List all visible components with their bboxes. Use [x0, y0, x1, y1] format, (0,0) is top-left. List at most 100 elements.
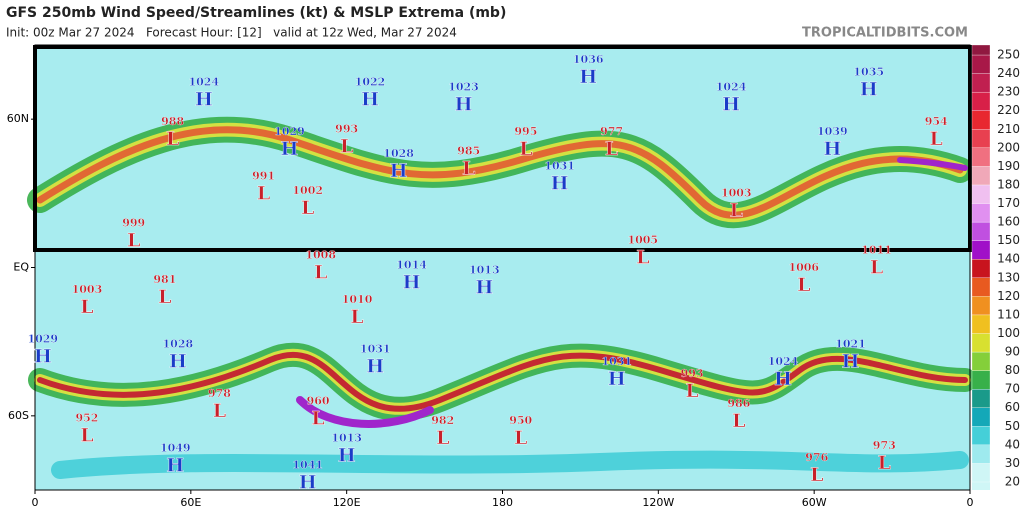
pressure-value: 981	[153, 273, 176, 286]
pressure-value: 1024	[768, 355, 799, 368]
colorbar-band	[971, 44, 991, 56]
pressure-center: H	[169, 350, 187, 372]
colorbar-band	[971, 221, 991, 241]
pressure-value: 954	[925, 115, 948, 128]
pressure-center: H	[823, 138, 841, 160]
colorbar-label: 200	[997, 140, 1020, 154]
x-tick-label: 60E	[180, 496, 201, 509]
pressure-value: 976	[805, 451, 828, 464]
pressure-value: 1003	[721, 187, 752, 200]
pressure-center: L	[636, 247, 649, 269]
pressure-center: H	[722, 93, 740, 115]
pressure-value: 1005	[627, 234, 658, 247]
colorbar-band	[971, 203, 991, 223]
pressure-value: 1029	[274, 125, 305, 138]
colorbar-band	[971, 407, 991, 427]
pressure-center: L	[166, 128, 179, 150]
pressure-center: H	[195, 88, 213, 110]
pressure-center: H	[455, 93, 473, 115]
pressure-value: 1031	[360, 342, 391, 355]
colorbar-band	[971, 389, 991, 408]
pressure-value: 1013	[331, 431, 362, 444]
colorbar-label: 80	[1005, 363, 1020, 377]
x-tick-label: 120W	[642, 496, 674, 509]
pressure-center: H	[338, 444, 356, 466]
colorbar-label: 110	[997, 307, 1020, 321]
colorbar-band	[971, 240, 991, 260]
y-tick-label: 60S	[8, 409, 29, 422]
pressure-value: 1049	[160, 441, 191, 454]
pressure-value: 1021	[835, 337, 866, 350]
colorbar-label: 240	[997, 66, 1020, 80]
pressure-value: 991	[252, 169, 275, 182]
pressure-value: 999	[122, 216, 145, 229]
pressure-value: 952	[75, 412, 98, 425]
pressure-center: H	[281, 138, 299, 160]
pressure-value: 1006	[788, 261, 819, 274]
pressure-value: 1031	[544, 159, 575, 172]
x-tick-label: 180	[492, 496, 513, 509]
pressure-center: L	[301, 197, 314, 219]
pressure-value: 1041	[292, 459, 323, 472]
x-tick-label: 120E	[333, 496, 361, 509]
pressure-value: 1031	[601, 355, 632, 368]
colorbar-end	[972, 482, 990, 490]
map-field	[27, 44, 977, 491]
pressure-center: L	[797, 274, 810, 296]
pressure-center: L	[930, 128, 943, 150]
colorbar-label: 90	[1005, 345, 1020, 359]
colorbar-band	[971, 166, 991, 186]
colorbar-label: 30	[1005, 456, 1020, 470]
pressure-value: 1022	[355, 75, 386, 88]
colorbar-label: 20	[1005, 475, 1020, 489]
pressure-center: H	[390, 160, 408, 182]
pressure-center: L	[158, 286, 171, 308]
source: TROPICALTIDBITS.COM	[802, 26, 968, 41]
colorbar-band	[971, 333, 991, 353]
colorbar-band	[971, 147, 991, 167]
colorbar-band	[971, 426, 991, 446]
pressure-value: 995	[514, 125, 537, 138]
colorbar-label: 250	[997, 48, 1020, 62]
pressure-value: 1029	[27, 333, 58, 346]
pressure-center: L	[514, 427, 527, 449]
pressure-value: 1036	[573, 53, 604, 66]
pressure-center: H	[860, 79, 878, 101]
pressure-value: 993	[681, 367, 704, 380]
pressure-center: H	[475, 276, 493, 298]
pressure-value: 960	[307, 394, 330, 407]
pressure-value: 1014	[396, 258, 427, 271]
pressure-value: 1011	[861, 244, 892, 257]
title: GFS 250mb Wind Speed/Streamlines (kt) & …	[6, 5, 506, 21]
pressure-value: 1003	[72, 283, 103, 296]
pressure-center: H	[608, 368, 626, 390]
colorbar-band	[971, 259, 991, 278]
colorbar-band	[971, 463, 991, 483]
pressure-center: L	[462, 158, 475, 180]
pressure-center: L	[80, 425, 93, 447]
pressure-center: L	[80, 296, 93, 318]
pressure-value: 1023	[448, 80, 479, 93]
colorbar-band	[971, 277, 991, 297]
pressure-center: H	[551, 172, 569, 194]
pressure-center: H	[166, 454, 184, 476]
pressure-value: 978	[208, 387, 231, 400]
pressure-value: 977	[600, 125, 623, 138]
x-tick-label: 0	[967, 496, 974, 509]
pressure-value: 1024	[716, 80, 747, 93]
pressure-center: L	[519, 138, 532, 160]
colorbar-label: 190	[997, 159, 1020, 173]
pressure-value: 1028	[383, 147, 414, 160]
pressure-value: 973	[873, 439, 896, 452]
colorbar-label: 160	[997, 215, 1020, 229]
pressure-value: 1013	[469, 263, 500, 276]
x-tick-label: 0	[32, 496, 39, 509]
pressure-value: 1024	[189, 75, 220, 88]
colorbar-label: 150	[997, 233, 1020, 247]
pressure-center: L	[340, 135, 353, 157]
colorbar-label: 230	[997, 85, 1020, 99]
colorbar-band	[971, 91, 991, 111]
colorbar-label: 100	[997, 326, 1020, 340]
colorbar-band	[971, 110, 991, 130]
